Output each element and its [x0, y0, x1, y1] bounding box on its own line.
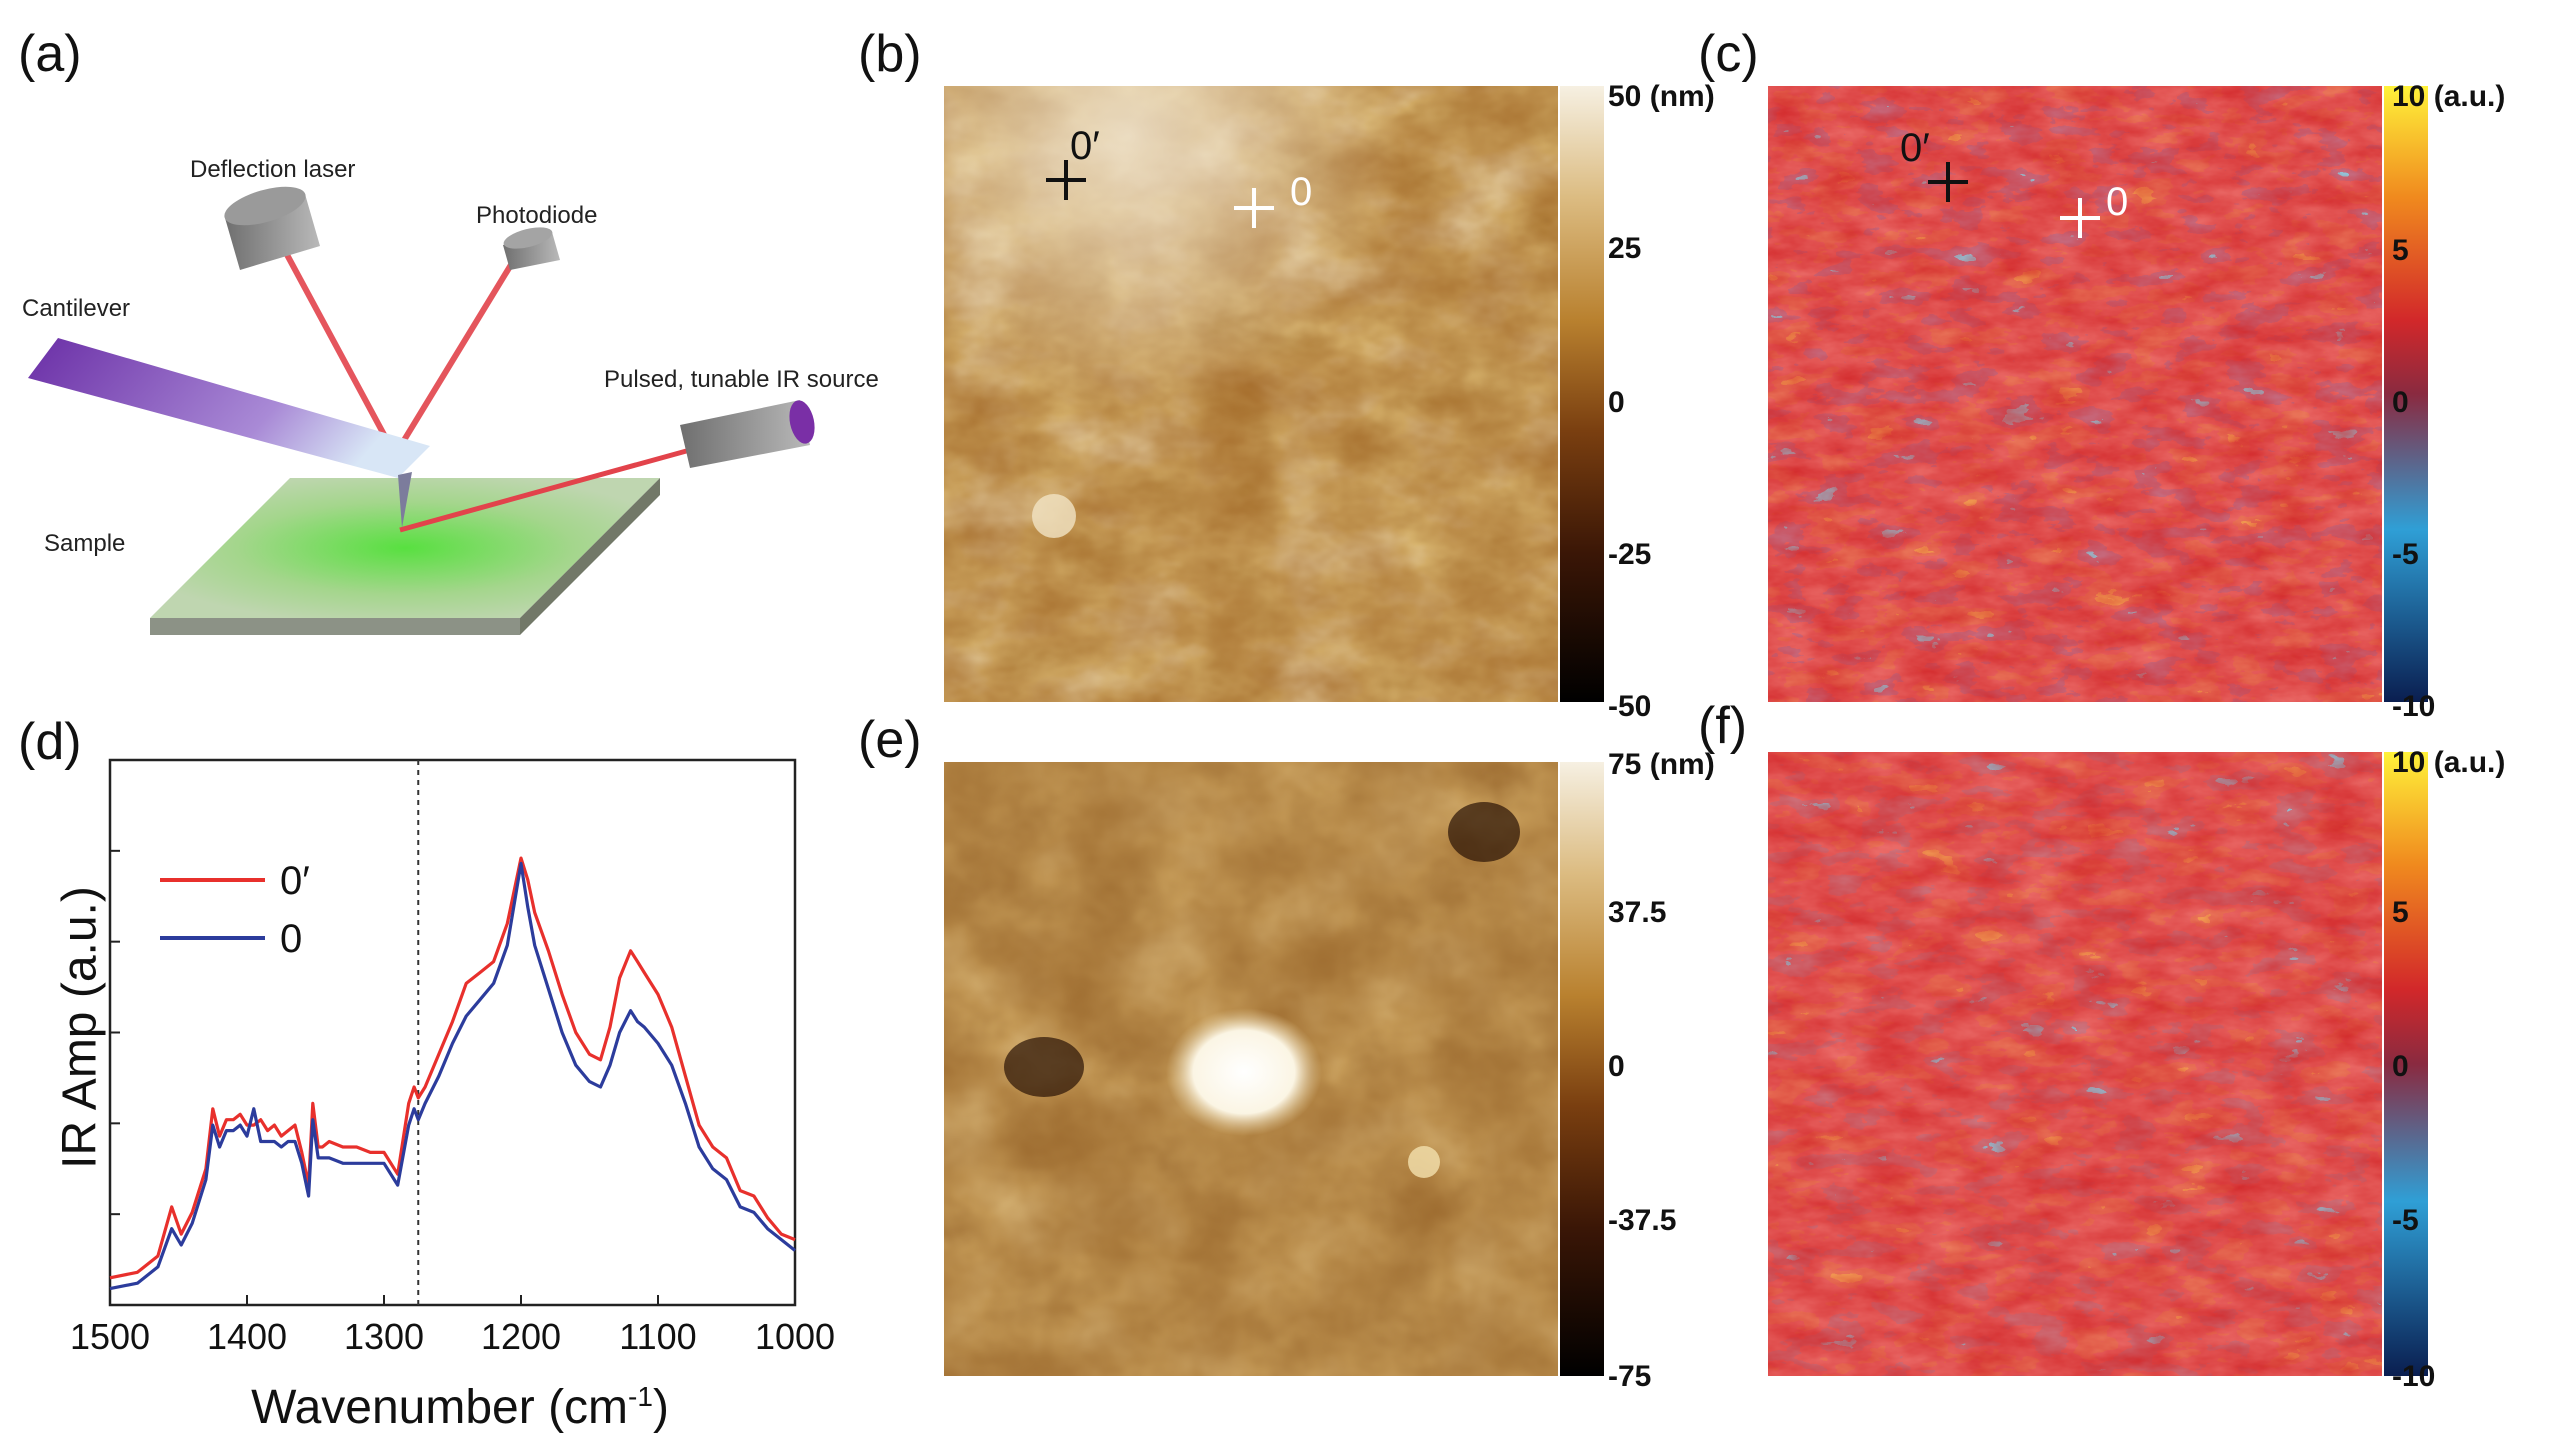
map-f-ir	[1768, 752, 2382, 1376]
label-sample: Sample	[44, 530, 126, 557]
marker-label-0: 0	[2106, 180, 2129, 224]
map-c-ir	[1768, 86, 2382, 702]
photodiode-body	[503, 227, 560, 270]
colorbar-e-tick: 0	[1608, 1050, 1625, 1083]
colorbar-e-tick: 75 (nm)	[1608, 748, 1715, 781]
plot-frame	[108, 758, 797, 1307]
deflection-laser-body	[224, 186, 320, 270]
deflection-laser-beam	[275, 236, 523, 457]
colorbar-f-tick: -5	[2392, 1204, 2419, 1237]
xlabel-sup: -1	[628, 1381, 653, 1412]
label-photodiode: Photodiode	[476, 202, 598, 229]
sample-slab	[150, 478, 660, 635]
afm-ir-schematic	[28, 186, 815, 635]
x-tick-label: 1000	[755, 1316, 835, 1357]
colorbar-b	[1560, 86, 1604, 702]
panel-label-f: (f)	[1698, 697, 1748, 755]
x-tick-label: 1100	[619, 1316, 696, 1357]
ir-spectra-chart: 1500 1400 1300 1200 1100 1000 0′ 0	[70, 758, 835, 1357]
colorbar-c-tick: -5	[2392, 538, 2419, 571]
colorbar-c-tick: -10	[2392, 690, 2436, 723]
x-tick-label: 1400	[207, 1316, 287, 1357]
colorbar-e-tick: -37.5	[1608, 1204, 1677, 1237]
cantilever-tip	[398, 472, 412, 528]
cantilever-shape	[28, 338, 430, 478]
marker-label-0-prime: 0′	[1900, 126, 1930, 170]
colorbar-f-tick: 0	[2392, 1050, 2409, 1083]
map-b-topography	[944, 86, 1558, 702]
x-tick-label: 1500	[70, 1316, 150, 1357]
colorbar-b-tick: 50 (nm)	[1608, 80, 1715, 113]
legend-label: 0′	[280, 859, 310, 903]
marker-label-0-prime: 0′	[1070, 124, 1100, 168]
colorbar-f-tick: -10	[2392, 1360, 2436, 1393]
colorbar-c-tick: 10 (a.u.)	[2392, 80, 2506, 113]
map-c-markers	[1928, 162, 2100, 238]
panel-label-b: (b)	[858, 25, 922, 83]
colorbar-b-tick: -25	[1608, 538, 1652, 571]
chart-xlabel: Wavenumber (cm-1)	[110, 1380, 810, 1435]
colorbar-c-tick: 0	[2392, 386, 2409, 419]
xlabel-text: Wavenumber (cm	[251, 1381, 629, 1434]
label-cantilever: Cantilever	[22, 295, 131, 322]
panel-label-d: (d)	[18, 713, 82, 771]
series-line-0	[109, 856, 796, 1280]
marker-0-prime	[1046, 160, 1086, 200]
panel-label-a: (a)	[18, 25, 82, 83]
marker-0	[1234, 188, 1274, 228]
legend-label: 0	[280, 917, 302, 961]
colorbar-b-tick: 25	[1608, 232, 1642, 265]
colorbar-f-tick: 10 (a.u.)	[2392, 746, 2506, 779]
ir-source-body	[680, 400, 815, 468]
chart-ylabel: IR Amp (a.u.)	[53, 868, 108, 1188]
label-ir-source: Pulsed, tunable IR source	[604, 366, 879, 393]
x-tick-label: 1200	[481, 1316, 561, 1357]
colorbar-c	[2384, 86, 2428, 702]
map-e-topography	[944, 762, 1558, 1376]
colorbar-f-tick: 5	[2392, 896, 2409, 929]
colorbar-b-tick: -50	[1608, 690, 1652, 723]
marker-0	[2060, 198, 2100, 238]
panel-label-e: (e)	[858, 711, 922, 769]
series-line-1	[109, 861, 796, 1291]
ylabel-text: IR Amp (a.u.)	[53, 886, 107, 1169]
map-b-markers	[1046, 160, 1274, 228]
colorbar-f	[2384, 752, 2428, 1376]
x-tick-label: 1300	[344, 1316, 424, 1357]
ir-beam	[399, 447, 691, 533]
panel-label-c: (c)	[1698, 25, 1759, 83]
colorbar-e	[1560, 762, 1604, 1376]
colorbar-b-tick: 0	[1608, 386, 1625, 419]
marker-0-prime	[1928, 162, 1968, 202]
colorbar-c-tick: 5	[2392, 234, 2409, 267]
label-deflection-laser: Deflection laser	[190, 156, 356, 183]
xlabel-end: )	[652, 1381, 669, 1434]
marker-label-0: 0	[1290, 170, 1313, 214]
colorbar-e-tick: 37.5	[1608, 896, 1667, 929]
colorbar-e-tick: -75	[1608, 1360, 1652, 1393]
